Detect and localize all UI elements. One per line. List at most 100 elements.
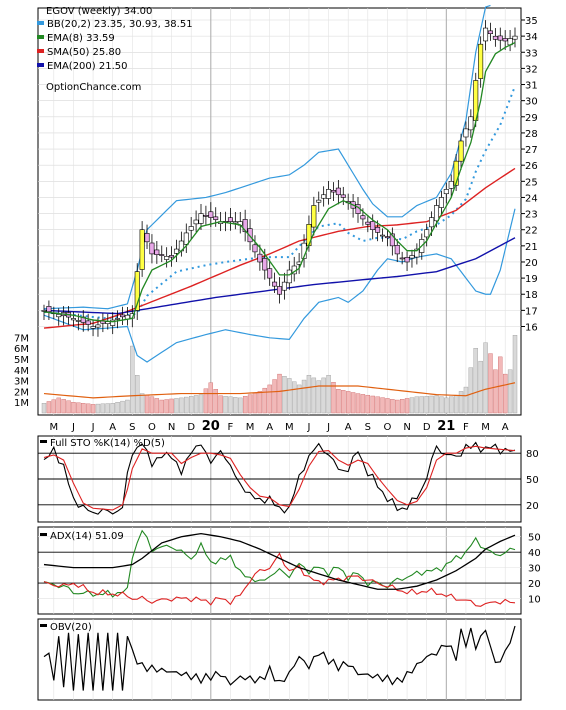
candle-body bbox=[316, 199, 322, 203]
price-tick-label: 29 bbox=[525, 113, 538, 124]
volume-tick-label: 2M bbox=[14, 387, 29, 398]
volume-bar bbox=[76, 402, 81, 414]
candle-body bbox=[321, 194, 327, 199]
price-tick-label: 19 bbox=[525, 274, 538, 285]
sto-tick-label: 20 bbox=[526, 501, 539, 512]
volume-bar bbox=[399, 399, 405, 414]
volume-bar bbox=[272, 379, 277, 414]
legend-entry: EMA(8) 33.59 bbox=[47, 33, 115, 44]
volume-bar bbox=[483, 342, 488, 414]
volume-bar bbox=[512, 335, 518, 414]
volume-bar bbox=[213, 389, 218, 414]
x-tick-label: 21 bbox=[437, 419, 455, 434]
volume-bar bbox=[449, 396, 454, 414]
candle-body bbox=[483, 27, 489, 42]
candle-body bbox=[384, 236, 390, 239]
volume-bar bbox=[385, 398, 390, 414]
sto-label: Full STO %K(14) %D(5) bbox=[50, 438, 165, 449]
volume-bar bbox=[125, 399, 130, 414]
price-tick-label: 32 bbox=[525, 64, 538, 75]
candle-body bbox=[453, 160, 459, 186]
volume-bar bbox=[277, 373, 282, 414]
volume-bar bbox=[115, 402, 120, 414]
volume-bar bbox=[120, 400, 125, 414]
volume-tick-label: 7M bbox=[14, 333, 29, 344]
ticker-label: EGOV (weekly) 34.00 bbox=[46, 6, 152, 17]
volume-bar bbox=[198, 394, 204, 414]
candle-body bbox=[85, 320, 91, 325]
volume-bar bbox=[498, 356, 503, 414]
candle-body bbox=[154, 249, 160, 256]
volume-bar bbox=[370, 395, 375, 414]
volume-bar bbox=[287, 378, 292, 414]
volume-bar bbox=[90, 404, 96, 414]
candle-body bbox=[438, 197, 444, 208]
volume-bar bbox=[341, 390, 346, 414]
volume-tick-label: 6M bbox=[14, 344, 29, 355]
candle-body bbox=[90, 326, 96, 329]
candle-body bbox=[380, 234, 386, 237]
volume-bar bbox=[66, 400, 71, 414]
volume-bar bbox=[311, 377, 317, 414]
x-tick-label: F bbox=[463, 422, 469, 433]
volume-bar bbox=[345, 391, 351, 414]
x-tick-label: J bbox=[306, 422, 310, 433]
candle-body bbox=[115, 318, 121, 320]
adx-tick-label: 40 bbox=[528, 548, 541, 559]
volume-bar bbox=[502, 373, 508, 414]
adx-tick-label: 50 bbox=[528, 533, 541, 544]
volume-bar bbox=[242, 396, 248, 414]
candle-body bbox=[183, 232, 189, 245]
adx-legend-swatch bbox=[40, 533, 47, 536]
volume-bar bbox=[130, 345, 135, 414]
volume-bar bbox=[257, 391, 263, 414]
candle-body bbox=[311, 205, 317, 228]
volume-bar bbox=[292, 381, 297, 414]
volume-bar bbox=[355, 393, 361, 414]
di-minus-line bbox=[43, 552, 516, 607]
volume-bar bbox=[262, 387, 267, 414]
candle-body bbox=[502, 38, 508, 42]
volume-bar bbox=[507, 369, 513, 414]
volume-bar bbox=[419, 396, 424, 414]
volume-bar bbox=[296, 384, 302, 414]
volume-bar bbox=[228, 396, 233, 414]
price-tick-label: 21 bbox=[525, 242, 538, 253]
candle-body bbox=[394, 245, 400, 255]
x-tick-label: D bbox=[187, 422, 195, 433]
volume-bar bbox=[164, 399, 169, 414]
price-tick-label: 22 bbox=[525, 226, 538, 237]
volume-bar bbox=[326, 375, 331, 414]
volume-bar bbox=[81, 403, 86, 414]
volume-bar bbox=[488, 353, 493, 414]
volume-bar bbox=[458, 391, 464, 414]
candle-body bbox=[409, 255, 415, 259]
candle-body bbox=[95, 324, 101, 328]
volume-bar bbox=[95, 403, 101, 414]
volume-bar bbox=[233, 397, 238, 414]
volume-bar bbox=[409, 397, 415, 414]
volume-bar bbox=[429, 395, 434, 414]
candle-body bbox=[198, 213, 204, 224]
candle-body bbox=[203, 215, 209, 217]
candle-body bbox=[227, 217, 233, 222]
sto-tick-label: 50 bbox=[526, 475, 539, 486]
x-tick-label: F bbox=[228, 422, 234, 433]
candle-body bbox=[424, 229, 430, 238]
volume-bar bbox=[282, 376, 287, 414]
volume-bar bbox=[135, 375, 140, 414]
x-tick-label: M bbox=[285, 422, 294, 433]
volume-bar bbox=[46, 401, 52, 414]
candle-body bbox=[188, 226, 194, 231]
candle-body bbox=[433, 205, 439, 222]
x-tick-label: A bbox=[109, 422, 116, 433]
volume-bar bbox=[424, 396, 429, 414]
candle-body bbox=[134, 271, 140, 311]
volume-bar bbox=[238, 397, 243, 414]
legend-swatch bbox=[37, 49, 44, 53]
volume-bar bbox=[463, 386, 469, 414]
candle-body bbox=[330, 190, 336, 193]
price-tick-label: 17 bbox=[525, 306, 538, 317]
volume-bar bbox=[395, 399, 400, 414]
